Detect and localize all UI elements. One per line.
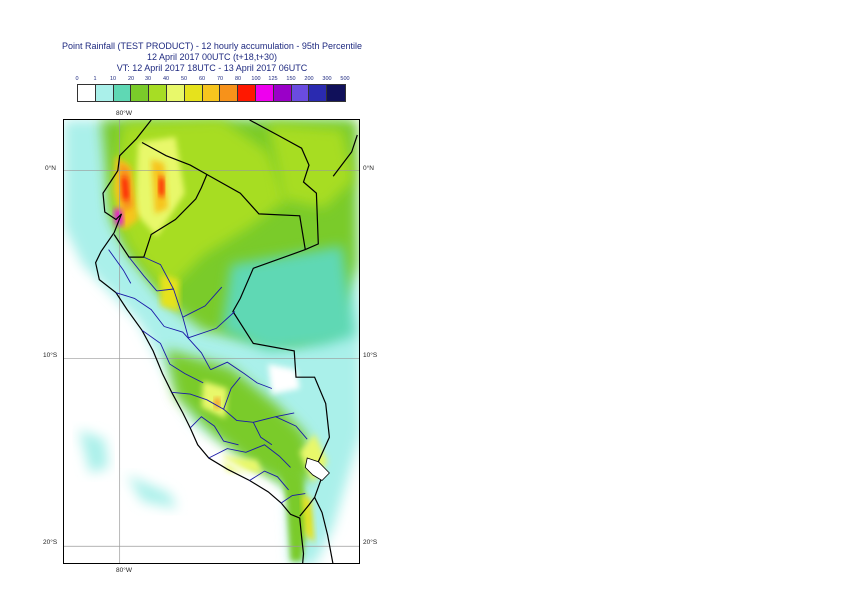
legend-swatch: [166, 85, 185, 101]
regional-border: [210, 361, 273, 389]
regional-border: [128, 256, 158, 292]
regional-border: [223, 376, 241, 410]
legend-tick: 125: [268, 76, 278, 82]
legend-tick: 20: [127, 76, 135, 82]
rainfall-area: [201, 381, 228, 419]
regional-border: [164, 326, 211, 370]
regional-border: [141, 329, 204, 384]
lake-titicaca: [304, 457, 330, 482]
lat-label-left: 10°S: [43, 352, 58, 359]
legend-tick: 150: [286, 76, 296, 82]
national-border: [206, 173, 306, 250]
legend-swatch: [95, 85, 114, 101]
rainfall-map-svg: [64, 120, 359, 563]
national-border: [113, 141, 208, 258]
regional-border: [156, 288, 174, 292]
legend-swatch: [220, 85, 239, 101]
legend-swatch: [113, 85, 132, 101]
rainfall-field: [64, 120, 359, 563]
legend-swatch: [131, 85, 150, 101]
legend-swatch: [78, 85, 96, 101]
coastline: [94, 120, 305, 563]
dry-area: [268, 364, 300, 395]
legend-swatch: [291, 85, 310, 101]
regional-border: [189, 416, 239, 446]
rainfall-area: [221, 245, 356, 351]
color-scale-legend: [77, 84, 346, 102]
national-border: [232, 249, 331, 517]
regional-border: [280, 493, 306, 504]
legend-tick: 0: [75, 76, 79, 82]
national-border: [314, 497, 334, 563]
legend-tick: 30: [144, 76, 152, 82]
map-title-line-1: Point Rainfall (TEST PRODUCT) - 12 hourl…: [62, 41, 362, 51]
region-borders: [108, 120, 358, 563]
coast-line: [94, 120, 305, 563]
legend-tick: 70: [216, 76, 224, 82]
regional-border: [182, 286, 223, 318]
national-border: [249, 120, 319, 251]
legend-swatch: [202, 85, 221, 101]
legend-tick: 50: [180, 76, 188, 82]
national-border: [332, 134, 358, 177]
legend-tick: 40: [162, 76, 170, 82]
regional-border: [108, 249, 132, 284]
legend-tick: 100: [251, 76, 261, 82]
rainfall-area: [214, 397, 220, 410]
legend-swatch: [327, 85, 345, 101]
rainfall-area: [78, 429, 109, 473]
lat-label-right: 10°S: [363, 352, 378, 359]
rainfall-area: [268, 123, 354, 209]
regional-border: [208, 444, 291, 468]
lat-label-left: 20°S: [43, 539, 58, 546]
legend-swatch: [255, 85, 274, 101]
regional-border: [275, 416, 308, 440]
lon-label-top: 80°W: [116, 110, 132, 117]
dry-area: [175, 426, 287, 505]
map-title-line-3: VT: 12 April 2017 18UTC - 13 April 2017 …: [116, 63, 308, 73]
regional-border: [188, 311, 236, 339]
lon-label-bottom: 80°W: [116, 567, 132, 574]
legend-swatch: [149, 85, 167, 101]
rainfall-area: [158, 176, 165, 197]
regional-border: [115, 292, 165, 327]
rainfall-area: [127, 474, 178, 509]
regional-border: [249, 470, 289, 491]
legend-swatch: [184, 85, 203, 101]
regional-border: [252, 422, 273, 446]
lat-label-left: 0°N: [45, 165, 56, 172]
legend-tick: 200: [304, 76, 314, 82]
rainfall-area: [121, 176, 129, 201]
rainfall-area: [221, 456, 263, 473]
legend-tick: 500: [340, 76, 350, 82]
map-title-line-2: 12 April 2017 00UTC (t+18,t+30): [146, 52, 278, 62]
legend-tick: 60: [198, 76, 206, 82]
legend-swatch: [273, 85, 292, 101]
lat-label-right: 0°N: [363, 165, 374, 172]
legend-swatch: [238, 85, 256, 101]
rainfall-area: [301, 493, 315, 543]
lat-label-right: 20°S: [363, 539, 378, 546]
graticule: [64, 120, 359, 563]
legend-tick: 80: [234, 76, 242, 82]
rainfall-map: [63, 119, 360, 564]
regional-border: [171, 391, 295, 423]
legend-tick: 10: [109, 76, 117, 82]
legend-tick: 300: [322, 76, 332, 82]
legend-tick: 1: [93, 76, 97, 82]
legend-swatch: [309, 85, 328, 101]
rainfall-area: [160, 274, 180, 312]
